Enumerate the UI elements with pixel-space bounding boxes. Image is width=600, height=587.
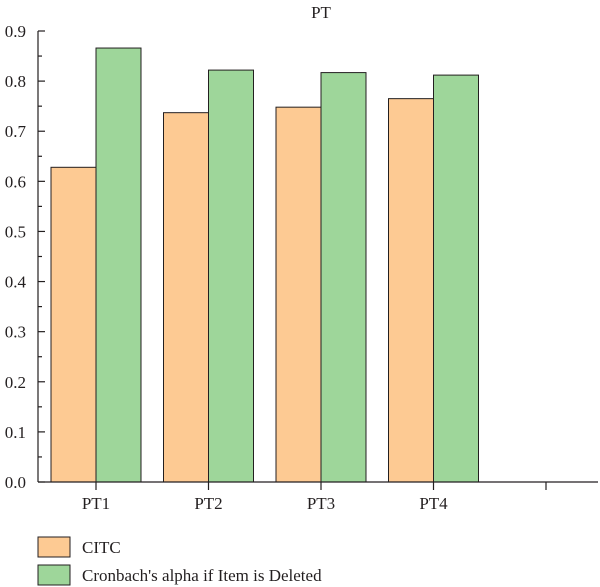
legend-swatch-citc (37, 536, 71, 558)
y-tick-label: 0.0 (5, 473, 26, 492)
legend-label-cronbach-alpha: Cronbach's alpha if Item is Deleted (82, 566, 322, 585)
legend-label-citc: CITC (82, 538, 121, 557)
y-tick-label: 0.8 (5, 72, 26, 91)
x-tick-label-pt4: PT4 (419, 494, 448, 513)
bar-pt4-series-1 (388, 98, 434, 483)
chart-title: PT (311, 3, 331, 22)
y-tick-label: 0.4 (5, 273, 27, 292)
x-tick-label-pt2: PT2 (194, 494, 222, 513)
x-tick-label-pt3: PT3 (307, 494, 335, 513)
y-tick-label: 0.7 (5, 122, 27, 141)
bar-pt3-series-1 (275, 106, 322, 483)
bar-pt1-series-2 (95, 47, 142, 483)
y-tick-label: 0.1 (5, 423, 26, 442)
y-tick-label: 0.2 (5, 373, 26, 392)
bar-pt2-series-1 (163, 112, 209, 483)
bar-pt3-series-2 (320, 72, 367, 483)
bar-pt2-series-2 (208, 69, 254, 483)
y-tick-label: 0.6 (5, 172, 26, 191)
bar-pt4-series-2 (433, 74, 479, 483)
y-tick-label: 0.5 (5, 222, 26, 241)
y-tick-label: 0.9 (5, 22, 26, 41)
legend-swatch-cronbach-alpha (37, 564, 71, 586)
legend: CITC Cronbach's alpha if Item is Deleted (37, 536, 322, 586)
bar-pt1-series-1 (50, 166, 97, 483)
plot-area: 0.0 0.1 0.2 0.3 0.4 0.5 0.6 0.7 0.8 0.9 PT1 PT2 PT3 P… (5, 22, 598, 513)
x-tick-label-pt1: PT1 (82, 494, 110, 513)
y-tick-label: 0.3 (5, 323, 26, 342)
